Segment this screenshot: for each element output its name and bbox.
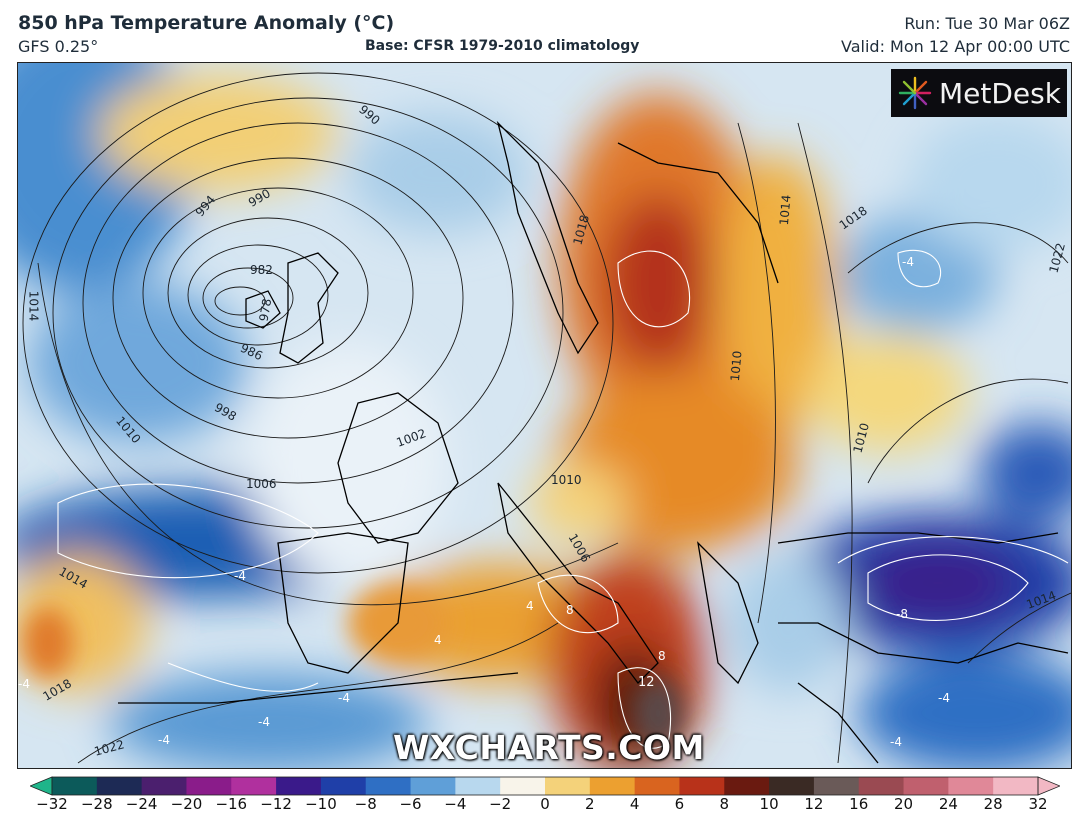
colorbar-segment (679, 777, 725, 795)
anomaly-label: -4 (158, 733, 170, 747)
colorbar-tick-label: −32 (36, 795, 68, 813)
colorbar-tick-label: −16 (215, 795, 248, 813)
colorbar-tick-label: −10 (305, 795, 337, 813)
colorbar-segment (52, 777, 98, 795)
isobar-label: 982 (250, 263, 273, 277)
colorbar-segment (903, 777, 949, 795)
isobar-label: 1010 (727, 350, 745, 382)
map-field (18, 63, 1071, 768)
metdesk-logo: MetDesk (891, 69, 1067, 117)
colorbar-min-arrow (28, 776, 53, 796)
isobar-label: 1006 (246, 477, 277, 491)
colorbar-segment (96, 777, 143, 795)
colorbar-segment (634, 777, 680, 795)
colorbar (28, 775, 1062, 815)
anomaly-label: 8 (566, 603, 574, 617)
model-label: GFS 0.25° (18, 37, 99, 56)
colorbar-tick-label: 10 (759, 795, 779, 813)
isobar-lines (22, 72, 1071, 764)
colorbar-segment (186, 777, 232, 795)
anomaly-label: 4 (434, 633, 442, 647)
colorbar-segment (545, 777, 591, 795)
anomaly-label: -4 (338, 691, 350, 705)
anomaly-label: 8 (658, 649, 666, 663)
colorbar-tick-label: 28 (983, 795, 1003, 813)
coastlines (118, 120, 1069, 764)
colorbar-segment (589, 777, 636, 795)
colorbar-tick-label: 0 (540, 795, 550, 813)
anomaly-label: -4 (938, 691, 950, 705)
metdesk-starburst-icon (898, 76, 932, 110)
colorbar-tick-label: 16 (849, 795, 869, 813)
anomaly-label: -4 (902, 255, 914, 269)
colorbar-segment (141, 777, 187, 795)
colorbar-segment (276, 777, 322, 795)
anomaly-label: -4 (258, 715, 270, 729)
valid-time-label: Valid: Mon 12 Apr 00:00 UTC (841, 37, 1070, 56)
colorbar-tick-label: −24 (125, 795, 158, 813)
colorbar-segment (320, 777, 367, 795)
isobar-label: 1010 (551, 473, 582, 487)
anomaly-map: 990 994 990 982 978 986 998 1002 1006 10… (17, 62, 1072, 769)
colorbar-max-arrow (1037, 776, 1062, 796)
anomaly-label: -4 (890, 735, 902, 749)
colorbar-tick-label: 32 (1028, 795, 1048, 813)
colorbar-segment (724, 777, 770, 795)
colorbar-segment (410, 777, 456, 795)
colorbar-gradient (28, 776, 1062, 796)
anomaly-label: 4 (526, 599, 534, 613)
anomaly-contours (57, 249, 1069, 749)
colorbar-segment (993, 777, 1039, 795)
colorbar-segment (813, 777, 860, 795)
colorbar-tick-label: 8 (719, 795, 730, 813)
colorbar-segment (858, 777, 905, 795)
anomaly-label: -4 (234, 569, 246, 583)
anomaly-label: -4 (18, 677, 30, 691)
anomaly-label: -8 (896, 607, 908, 621)
colorbar-tick-label: −28 (80, 795, 113, 813)
isobar-label: 1014 (26, 290, 41, 322)
colorbar-tick-label: 4 (629, 795, 640, 813)
colorbar-segment (500, 777, 546, 795)
colorbar-segment (365, 777, 412, 795)
isobar-label: 1014 (776, 194, 794, 226)
run-time-label: Run: Tue 30 Mar 06Z (904, 14, 1070, 33)
wxcharts-watermark: WXCHARTS.COM (393, 728, 705, 767)
colorbar-segment (948, 777, 994, 795)
colorbar-tick-label: −2 (489, 795, 512, 813)
colorbar-tick-label: 2 (585, 795, 595, 813)
chart-title: 850 hPa Temperature Anomaly (°C) (18, 12, 395, 34)
colorbar-segment (231, 777, 277, 795)
colorbar-tick-label: −20 (170, 795, 203, 813)
colorbar-tick-label: −8 (354, 795, 377, 813)
colorbar-tick-label: 20 (893, 795, 914, 813)
colorbar-tick-label: 12 (804, 795, 824, 813)
colorbar-segment (769, 777, 815, 795)
climatology-base-label: Base: CFSR 1979-2010 climatology (365, 38, 640, 54)
colorbar-tick-label: 24 (938, 795, 958, 813)
colorbar-tick-label: 6 (674, 795, 685, 813)
colorbar-tick-label: −4 (444, 795, 467, 813)
metdesk-logo-text: MetDesk (939, 76, 1061, 110)
colorbar-tick-label: −6 (399, 795, 422, 813)
anomaly-label: 12 (638, 675, 655, 690)
colorbar-ticks: −32 −28 −24 −20 −16 −12 −10 −8 −6 −4 −2 0 2 4 6 8 10 12 16… (0, 795, 1088, 815)
colorbar-segment (455, 777, 501, 795)
colorbar-tick-label: −12 (260, 795, 292, 813)
